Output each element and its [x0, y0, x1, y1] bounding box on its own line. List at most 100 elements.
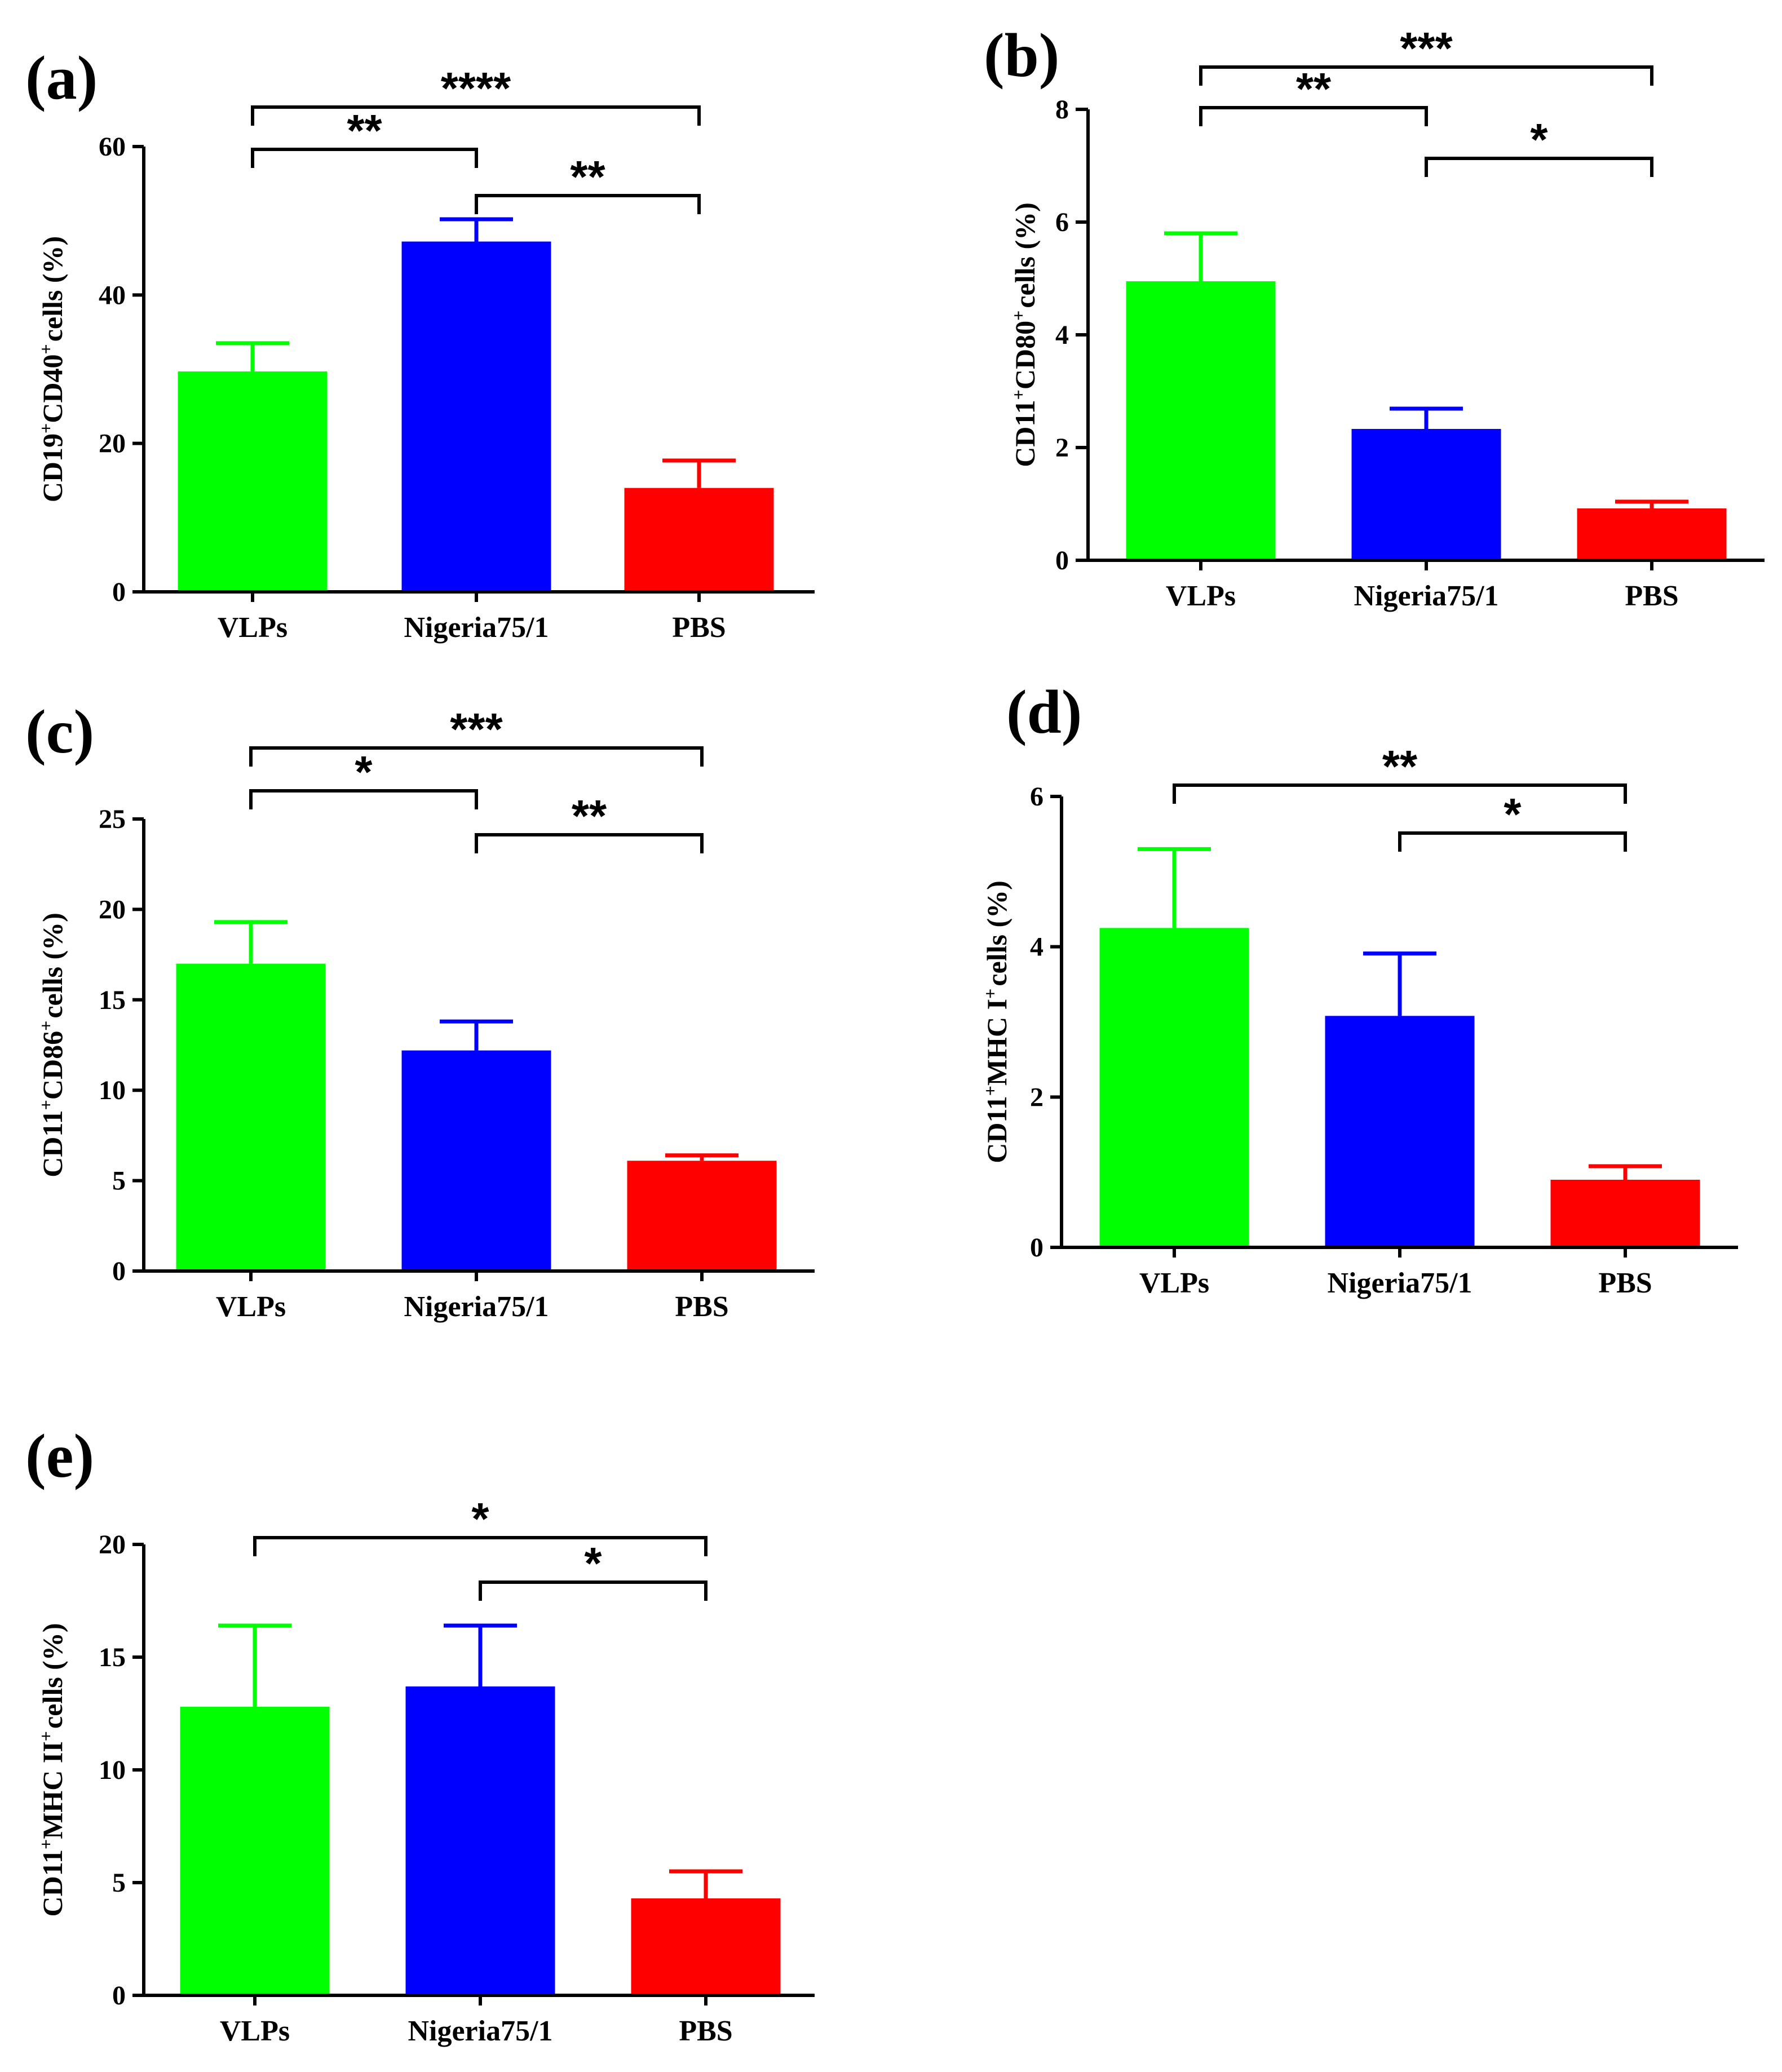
bar-vlps — [180, 1707, 330, 1995]
bar-nigeria75-1 — [405, 1686, 555, 1995]
significance-bracket: *** — [249, 704, 704, 767]
significance-bracket: **** — [251, 63, 701, 126]
category-label: Nigeria75/1 — [404, 612, 549, 644]
panel-label: (a) — [25, 43, 98, 112]
y-tick-label: 0 — [112, 577, 126, 607]
y-axis-title: CD11+CD80+cells (%) — [1008, 202, 1041, 467]
bar-vlps — [1126, 281, 1276, 560]
error-bar — [669, 1869, 742, 1898]
significance-bracket: ** — [475, 791, 704, 853]
panel-label: (d) — [1006, 678, 1082, 746]
y-tick-label: 20 — [99, 1530, 126, 1560]
significance-bracket: ** — [1199, 64, 1428, 126]
category-label: Nigeria75/1 — [404, 1291, 549, 1323]
bar-nigeria75-1 — [401, 1050, 551, 1271]
category-label: VLPs — [1139, 1267, 1209, 1299]
significance-label: * — [1504, 789, 1522, 839]
significance-bracket: ** — [475, 152, 701, 214]
y-tick-label: 5 — [112, 1166, 126, 1196]
significance-bracket: * — [479, 1538, 708, 1601]
y-tick-label: 4 — [1055, 320, 1069, 350]
bar-vlps — [178, 371, 328, 592]
y-tick-label: 5 — [112, 1868, 126, 1898]
y-tick-label: 10 — [99, 1755, 126, 1785]
category-label: PBS — [672, 612, 726, 644]
error-bar — [1589, 1164, 1662, 1180]
y-tick-label: 15 — [99, 985, 126, 1015]
y-tick-label: 0 — [1055, 546, 1069, 575]
significance-label: **** — [441, 63, 511, 113]
bar-vlps — [176, 963, 326, 1271]
error-bar — [440, 217, 513, 242]
y-axis-title: CD11+MHC I+cells (%) — [980, 880, 1012, 1163]
significance-label: * — [584, 1538, 602, 1588]
error-bar — [440, 1019, 513, 1051]
y-axis-title: CD19+CD40+cells (%) — [36, 236, 68, 502]
bar-pbs — [1550, 1180, 1700, 1247]
panel-d: (d) 0 2 4 6 VLPs Nigeria75/1 PBS CD11+MHC I+cell… — [980, 678, 1738, 1299]
significance-label: ** — [570, 152, 605, 202]
y-tick-label: 10 — [99, 1075, 126, 1105]
y-axis-title: CD11+MHC II+cells (%) — [36, 1623, 68, 1917]
significance-bracket: * — [249, 747, 478, 809]
error-bar — [444, 1623, 517, 1686]
y-tick-label: 20 — [99, 895, 126, 924]
bar-pbs — [624, 488, 774, 592]
significance-bracket: * — [1398, 789, 1627, 852]
significance-bracket: *** — [1199, 23, 1653, 86]
y-tick-label: 25 — [99, 804, 126, 834]
category-label: VLPs — [216, 1291, 286, 1323]
significance-label: ** — [1382, 741, 1418, 791]
significance-bracket: * — [253, 1494, 708, 1556]
error-bar — [1363, 951, 1436, 1016]
category-label: Nigeria75/1 — [408, 2015, 552, 2047]
y-tick-label: 0 — [1030, 1233, 1043, 1263]
y-tick-label: 20 — [99, 429, 126, 459]
y-tick-label: 0 — [112, 1981, 126, 2011]
category-label: PBS — [679, 2015, 732, 2047]
bar-pbs — [627, 1161, 777, 1271]
category-label: VLPs — [218, 612, 288, 644]
bar-nigeria75-1 — [401, 241, 551, 592]
error-bar — [1164, 231, 1237, 281]
panel-b: (b) 0 2 4 6 8 VLPs Nigeria75/1 PBS CD11+CD80+cell… — [984, 21, 1765, 612]
bar-nigeria75-1 — [1351, 429, 1501, 560]
significance-label: * — [1530, 114, 1548, 165]
y-axis-title: CD11+CD86+cells (%) — [36, 913, 68, 1177]
error-bar — [1138, 847, 1211, 928]
significance-label: *** — [1400, 23, 1453, 73]
y-tick-label: 15 — [99, 1642, 126, 1672]
panel-label: (c) — [25, 697, 94, 766]
significance-label: ** — [347, 105, 382, 156]
y-tick-label: 2 — [1030, 1082, 1043, 1112]
panel-label: (e) — [25, 1422, 94, 1490]
error-bar — [218, 1623, 291, 1707]
y-tick-label: 4 — [1030, 932, 1043, 962]
panel-c: (c) 0 5 10 15 20 25 VLPs Nigeria75/1 PBS CD11+CD86… — [25, 697, 815, 1323]
y-tick-label: 6 — [1055, 207, 1069, 237]
y-tick-label: 40 — [99, 280, 126, 310]
category-label: VLPs — [220, 2015, 290, 2047]
category-label: PBS — [1625, 580, 1678, 612]
y-tick-label: 2 — [1055, 433, 1069, 463]
error-bar — [665, 1153, 739, 1161]
category-label: VLPs — [1166, 580, 1236, 612]
significance-label: ** — [1296, 64, 1332, 114]
bar-pbs — [631, 1898, 781, 1995]
significance-label: *** — [450, 704, 503, 754]
significance-bracket: ** — [1173, 741, 1627, 804]
panel-a: (a) 0 20 40 60 VLPs Nigeria75/1 PBS CD19+CD40+ce… — [25, 43, 815, 644]
significance-bracket: ** — [251, 105, 478, 168]
category-label: Nigeria75/1 — [1327, 1267, 1472, 1299]
y-tick-label: 60 — [99, 132, 126, 162]
bar-pbs — [1577, 508, 1727, 560]
significance-label: * — [471, 1494, 489, 1544]
category-label: Nigeria75/1 — [1354, 580, 1498, 612]
category-label: PBS — [1598, 1267, 1652, 1299]
y-tick-label: 8 — [1055, 95, 1069, 125]
significance-label: ** — [572, 791, 607, 841]
significance-bracket: * — [1425, 114, 1653, 177]
error-bar — [1390, 406, 1463, 429]
error-bar — [214, 920, 288, 964]
